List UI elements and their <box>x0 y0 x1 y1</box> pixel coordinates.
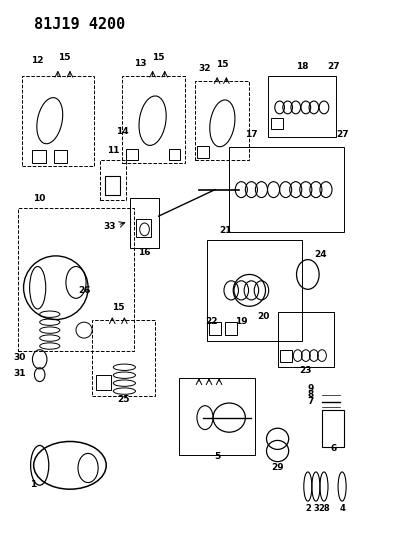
Bar <box>209 322 221 335</box>
Bar <box>280 350 291 362</box>
Text: 15: 15 <box>112 303 124 312</box>
Text: 27: 27 <box>335 130 347 139</box>
Text: 14: 14 <box>115 127 128 136</box>
Text: 33: 33 <box>104 222 116 231</box>
Text: 8: 8 <box>307 390 313 399</box>
Bar <box>270 118 282 128</box>
Bar <box>178 378 255 455</box>
Text: 26: 26 <box>78 286 90 295</box>
Text: 29: 29 <box>271 463 283 472</box>
Text: 25: 25 <box>117 395 130 404</box>
Bar <box>92 319 154 397</box>
Text: 81J19 4200: 81J19 4200 <box>34 17 125 33</box>
Bar <box>267 76 335 136</box>
Text: 13: 13 <box>134 59 146 68</box>
Text: 32: 32 <box>198 64 211 73</box>
Bar <box>32 150 46 163</box>
Text: 17: 17 <box>245 130 257 139</box>
Text: 30: 30 <box>13 353 26 362</box>
Bar <box>126 149 137 160</box>
Text: 9: 9 <box>307 384 313 393</box>
Bar <box>321 410 343 447</box>
Bar <box>96 375 111 390</box>
Text: 11: 11 <box>107 146 119 155</box>
Bar <box>100 160 126 200</box>
Text: 4: 4 <box>338 504 344 513</box>
Bar <box>194 81 249 160</box>
Text: 15: 15 <box>215 60 228 69</box>
Bar <box>196 146 209 158</box>
Text: 21: 21 <box>218 225 231 235</box>
Text: 12: 12 <box>31 56 44 65</box>
Text: 6: 6 <box>329 444 335 453</box>
Bar <box>277 312 333 367</box>
Text: 15: 15 <box>152 53 164 62</box>
Bar <box>105 176 119 195</box>
Text: 24: 24 <box>313 249 326 259</box>
Text: 2: 2 <box>304 504 310 513</box>
Bar <box>54 150 66 163</box>
Text: 18: 18 <box>295 62 307 71</box>
Bar <box>225 322 237 335</box>
Text: 16: 16 <box>138 248 150 257</box>
Text: 19: 19 <box>234 317 247 326</box>
Text: 31: 31 <box>13 369 26 378</box>
Text: 10: 10 <box>34 194 46 203</box>
Text: 1: 1 <box>30 480 37 489</box>
Bar <box>21 76 94 166</box>
Text: 15: 15 <box>58 53 70 62</box>
Text: 7: 7 <box>307 397 313 406</box>
Text: 5: 5 <box>213 452 220 461</box>
Bar <box>17 208 134 351</box>
Text: 3: 3 <box>312 504 318 513</box>
Text: 28: 28 <box>318 504 329 513</box>
Bar <box>207 240 301 341</box>
Bar <box>136 219 150 237</box>
Bar <box>168 149 179 160</box>
Text: 23: 23 <box>299 366 311 375</box>
Text: 22: 22 <box>204 317 217 326</box>
Text: 20: 20 <box>257 312 269 320</box>
Text: 27: 27 <box>327 62 339 71</box>
Bar <box>229 147 343 232</box>
Bar <box>122 76 184 163</box>
Bar <box>130 198 158 248</box>
